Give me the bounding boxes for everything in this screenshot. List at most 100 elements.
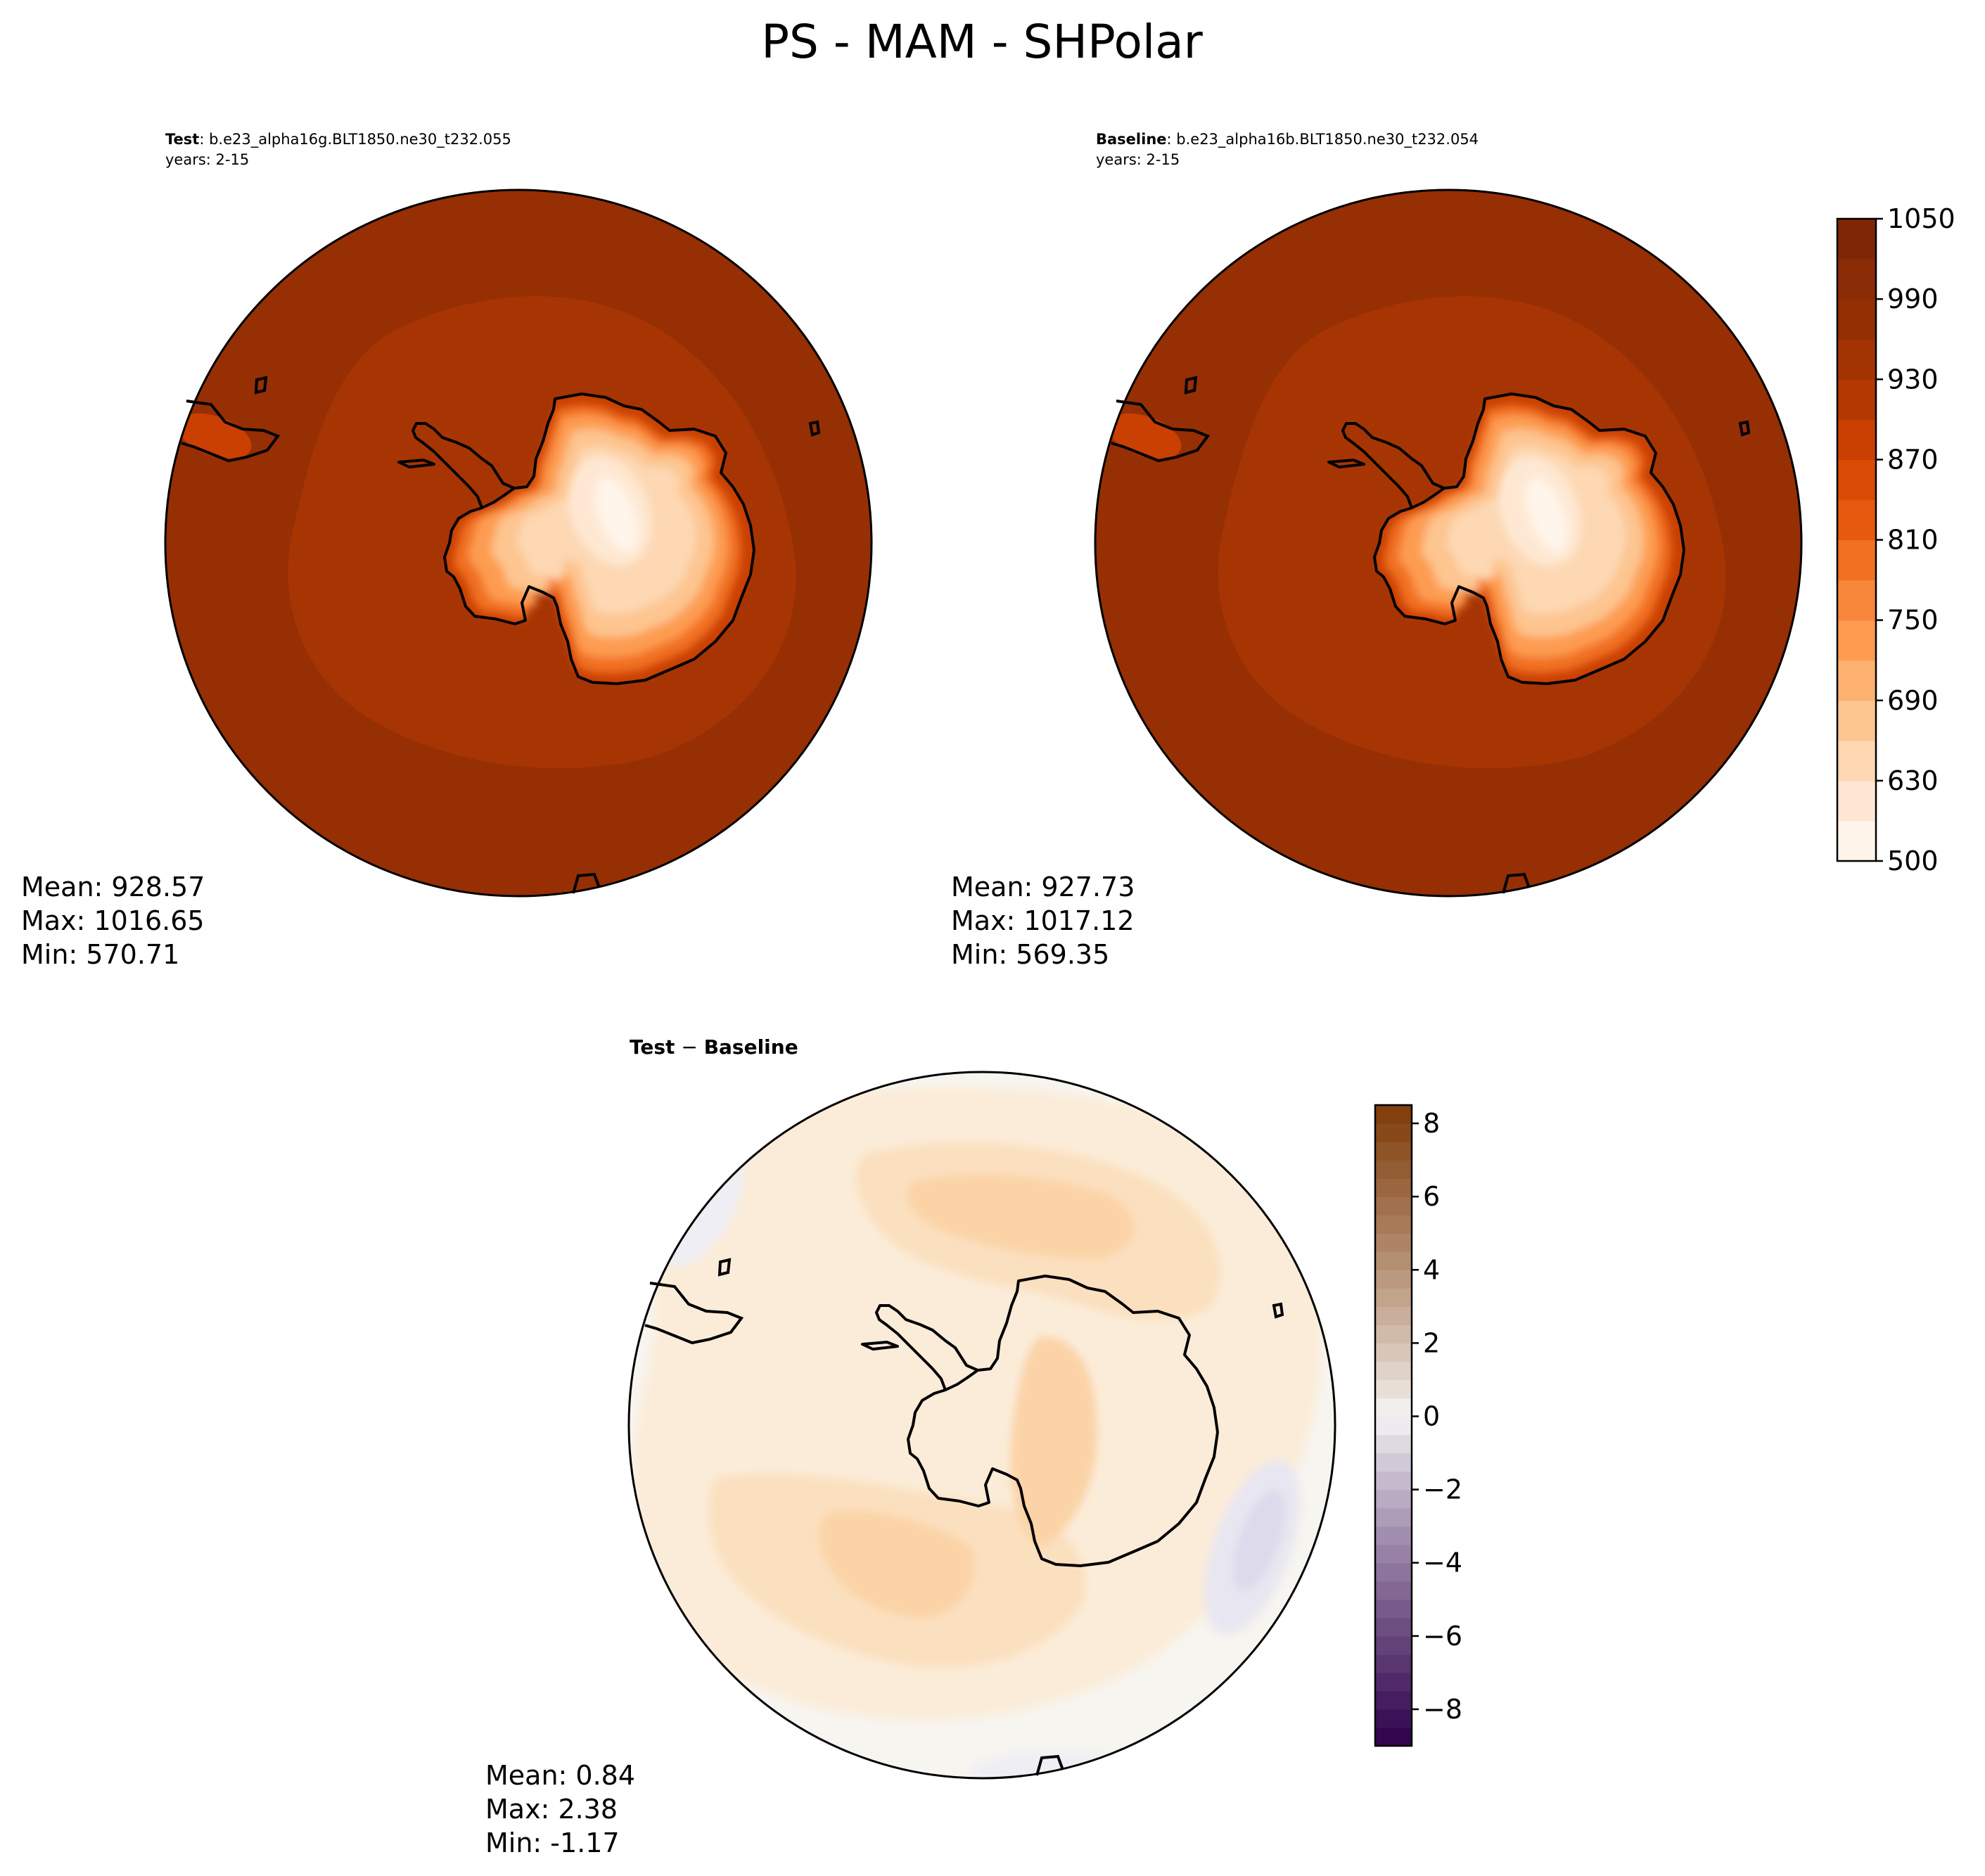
colorbar-segment	[1837, 379, 1876, 420]
colorbar-segment	[1375, 1306, 1412, 1325]
test-mean: Mean: 928.57	[21, 872, 205, 902]
map-frame	[164, 189, 873, 898]
colorbar-frame	[1374, 1104, 1413, 1747]
colorbar-segment	[1375, 1434, 1412, 1454]
colorbar-segment	[1837, 299, 1876, 340]
baseline-label: Baseline	[1096, 131, 1167, 148]
colorbar-segment	[1375, 1288, 1412, 1307]
colorbar-tick-label: 690	[1887, 685, 1939, 716]
coastline	[397, 393, 755, 685]
colorbar-tick-label: 990	[1887, 283, 1939, 314]
island-coast	[1738, 420, 1751, 437]
colorbar-tick-label: 870	[1887, 444, 1939, 475]
colorbar-segment	[1375, 1379, 1412, 1399]
colorbar-segment	[1375, 1672, 1412, 1692]
colorbar-segment	[1375, 1489, 1412, 1509]
colorbar-segment	[1375, 1123, 1412, 1142]
colorbar-segment	[1375, 1654, 1412, 1673]
colorbar-segment	[1375, 1581, 1412, 1600]
colorbar-segment	[1837, 419, 1876, 460]
tasmania-coast	[1502, 872, 1531, 894]
test-max: Max: 1016.65	[21, 905, 205, 936]
colorbar-tick-label: −8	[1423, 1694, 1462, 1725]
colorbar-segment	[1375, 1471, 1412, 1491]
colorbar-tick-label: 6	[1423, 1181, 1440, 1212]
colorbar-segment	[1375, 1215, 1412, 1234]
colorbar-segment	[1837, 540, 1876, 581]
baseline-map	[1095, 190, 1801, 896]
colorbar-segment	[1375, 1178, 1412, 1197]
test-subtitle: Test: b.e23_alpha16g.BLT1850.ne30_t232.0…	[165, 131, 511, 148]
colorbar-segment	[1375, 1270, 1412, 1289]
south-america-coast	[1111, 376, 1211, 463]
diff-map	[629, 1072, 1335, 1778]
test-case-name: : b.e23_alpha16g.BLT1850.ne30_t232.055	[199, 131, 511, 148]
tasmania-coast	[572, 872, 601, 894]
diff-label-test: Test	[630, 1035, 675, 1059]
baseline-years: years: 2-15	[1096, 151, 1180, 168]
baseline-mean: Mean: 927.73	[951, 872, 1135, 902]
test-years: years: 2-15	[165, 151, 249, 168]
colorbar-segment	[1837, 660, 1876, 701]
map-frame	[1094, 189, 1803, 898]
colorbar-segment	[1375, 1727, 1412, 1747]
colorbar-segment	[1375, 1562, 1412, 1582]
figure-title: PS - MAM - SHPolar	[761, 15, 1203, 69]
island-coast	[1272, 1302, 1284, 1319]
test-min: Min: 570.71	[21, 939, 179, 970]
colorbar-segment	[1837, 459, 1876, 501]
colorbar-segment	[1375, 1416, 1412, 1436]
diff-min: Min: -1.17	[485, 1827, 620, 1858]
colorbar-segment	[1375, 1251, 1412, 1270]
antarctica-field	[1374, 394, 1684, 684]
colorbar-segment	[1375, 1142, 1412, 1161]
colorbar-segment	[1375, 1343, 1412, 1362]
test-label: Test	[165, 131, 199, 148]
colorbar-segment	[1837, 219, 1876, 260]
colorbar-tick-label: 810	[1887, 525, 1939, 556]
colorbar-segment	[1837, 820, 1876, 862]
colorbar-tick-label: 8	[1423, 1108, 1440, 1139]
colorbar-tick-label: −4	[1423, 1548, 1462, 1578]
colorbar-tick-label: 750	[1887, 605, 1939, 636]
baseline-panel: Baseline: b.e23_alpha16b.BLT1850.ne30_t2…	[951, 131, 1803, 970]
map-frame	[627, 1071, 1336, 1780]
colorbar-segment	[1375, 1233, 1412, 1252]
baseline-min: Min: 569.35	[951, 939, 1109, 970]
diff-label-baseline: Baseline	[704, 1035, 798, 1059]
colorbar-segment	[1375, 1361, 1412, 1381]
colorbar-segment	[1375, 1160, 1412, 1179]
colorbar-segment	[1375, 1398, 1412, 1417]
colorbar-tick-label: 2	[1423, 1327, 1440, 1358]
test-panel: Test: b.e23_alpha16g.BLT1850.ne30_t232.0…	[21, 131, 873, 970]
colorbar-segment	[1837, 339, 1876, 380]
baseline-subtitle: Baseline: b.e23_alpha16b.BLT1850.ne30_t2…	[1096, 131, 1479, 148]
colorbar-segment	[1837, 700, 1876, 741]
colorbar-segment	[1837, 740, 1876, 781]
colorbar-segment	[1375, 1507, 1412, 1527]
colorbar-segment	[1375, 1617, 1412, 1637]
colorbar-segment	[1375, 1544, 1412, 1564]
colorbar-tick-label: 4	[1423, 1254, 1440, 1285]
diff-label-minus: −	[675, 1035, 703, 1059]
colorbar-tick-label: 1050	[1887, 203, 1955, 234]
colorbar-diff: −8 −6 −4 −2 0 2 4 6 8	[1374, 1104, 1462, 1747]
colorbar-segment	[1837, 620, 1876, 661]
colorbar-segment	[1837, 499, 1876, 541]
colorbar-tick-label: 0	[1423, 1400, 1440, 1431]
colorbar-segment	[1375, 1709, 1412, 1728]
colorbar-segment	[1375, 1635, 1412, 1655]
island-coast	[808, 420, 821, 437]
south-america-coast	[644, 1258, 744, 1345]
colorbar-segment	[1837, 580, 1876, 621]
colorbar-tick-label: −2	[1423, 1474, 1462, 1505]
colorbar-segment	[1837, 259, 1876, 300]
colorbar-segment	[1375, 1599, 1412, 1619]
colorbar-segment	[1375, 1690, 1412, 1710]
colorbar-tick-label: 630	[1887, 765, 1939, 796]
tasmania-coast	[1035, 1754, 1064, 1776]
south-america-coast	[181, 376, 281, 463]
colorbar-tick-label: −6	[1423, 1621, 1462, 1652]
colorbar-segment	[1375, 1325, 1412, 1344]
